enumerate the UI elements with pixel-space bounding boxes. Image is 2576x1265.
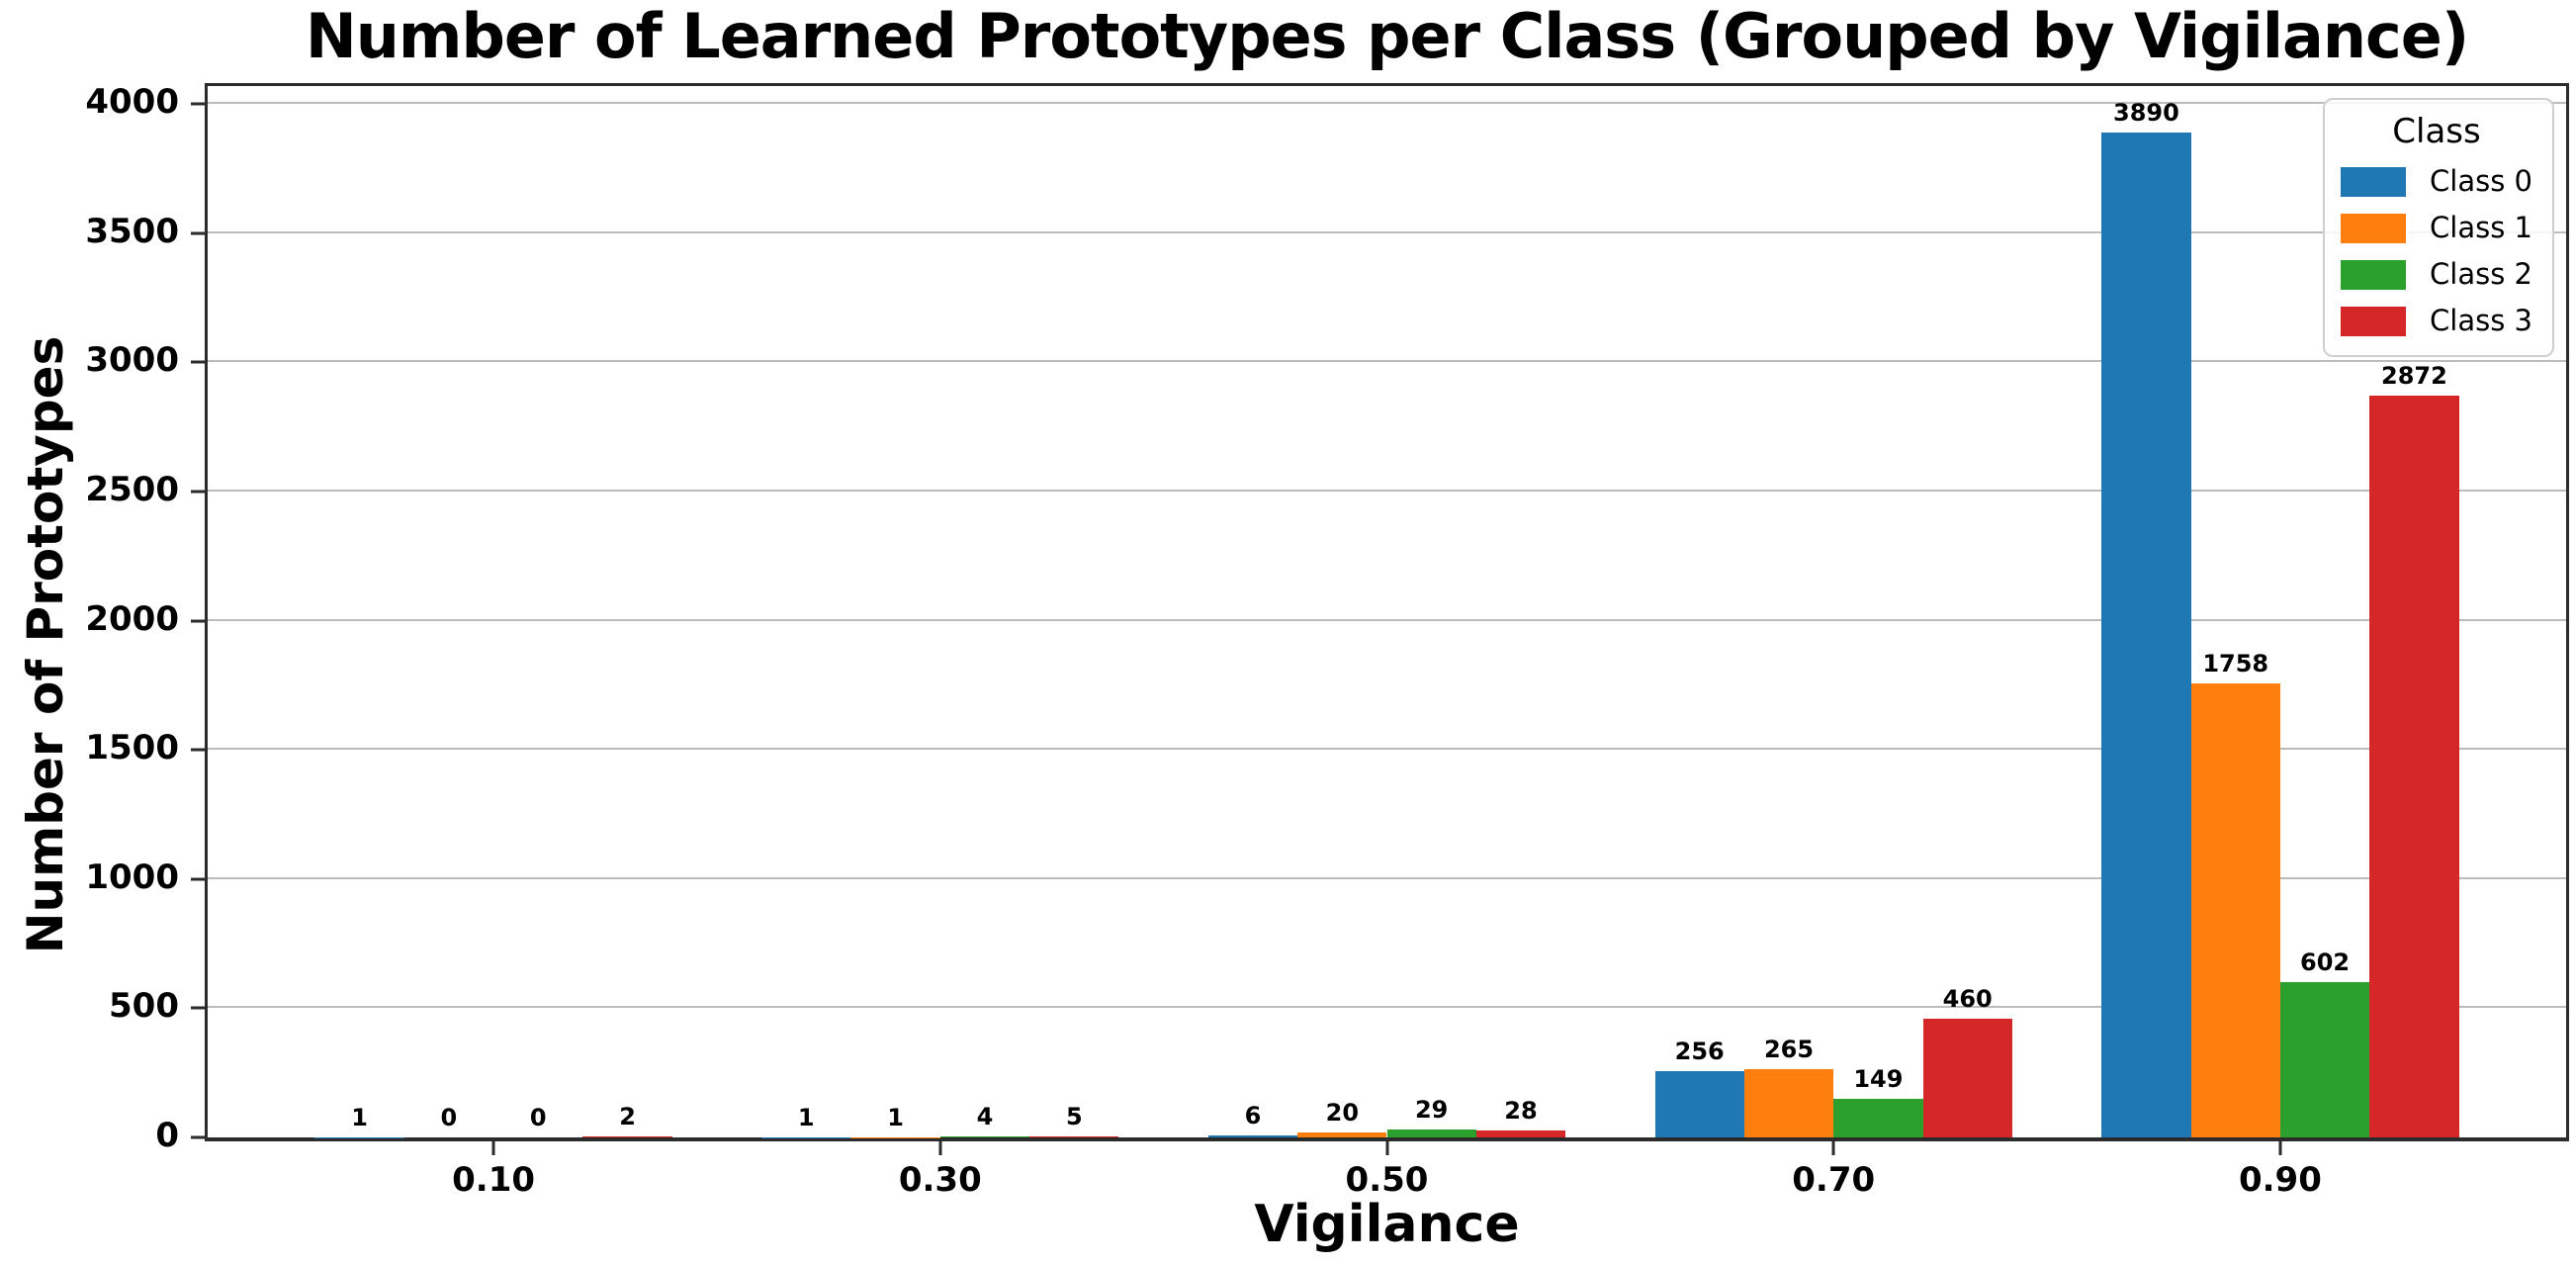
bar-label-class-2-0-10: 0	[529, 1104, 547, 1131]
gridline-2500	[208, 490, 2566, 493]
y-axis-ticks: 0 500 1000 1500 2000 2500 3000 3500 4000	[0, 82, 205, 1152]
x-tick-label-0-50: 0.50	[1345, 1160, 1429, 1200]
x-tick-label-0-70: 0.70	[1792, 1160, 1876, 1200]
y-tick-2500	[191, 490, 205, 494]
x-tick-label-0-30: 0.30	[898, 1160, 982, 1200]
x-tick-label-0-90: 0.90	[2238, 1160, 2322, 1200]
bar-label-class-2-0-30: 4	[976, 1102, 994, 1130]
x-axis-label: Vigilance	[1254, 1195, 1520, 1254]
y-tick-4000	[191, 102, 205, 106]
bar-label-class-0-0-70: 256	[1674, 1038, 1725, 1066]
bar-class-1-0-50	[1297, 1131, 1387, 1137]
bar-label-class-3-0-30: 5	[1065, 1102, 1083, 1130]
y-tick-label-1500: 1500	[85, 728, 179, 768]
gridline-3000	[208, 360, 2566, 363]
gridline-1000	[208, 876, 2566, 879]
legend-item-label-class-2: Class 2	[2430, 256, 2532, 291]
bar-label-class-0-0-10: 1	[351, 1103, 368, 1131]
legend-item-label-class-1: Class 1	[2430, 210, 2532, 244]
bar-label-class-0-0-90: 3890	[2112, 99, 2179, 128]
legend-items: Class 0 Class 1 Class 2 Class 3	[2341, 164, 2532, 337]
bar-label-class-3-0-70: 460	[1942, 984, 1993, 1013]
bar-label-class-3-0-50: 28	[1504, 1096, 1538, 1125]
legend-swatch-class-0	[2341, 166, 2407, 197]
x-tick-0-30	[938, 1141, 942, 1155]
y-tick-1000	[191, 877, 205, 881]
bar-label-class-1-0-50: 20	[1325, 1098, 1360, 1127]
bar-label-class-1-0-10: 0	[440, 1104, 458, 1131]
bar-label-class-3-0-90: 2872	[2381, 361, 2447, 390]
y-tick-label-2000: 2000	[85, 598, 179, 639]
legend: Class Class 0 Class 1 Class 2 Class 3	[2323, 98, 2554, 357]
y-tick-3000	[191, 360, 205, 364]
legend-item-class-0: Class 0	[2341, 164, 2532, 198]
x-tick-0-50	[1385, 1141, 1388, 1155]
y-tick-1500	[191, 748, 205, 752]
legend-swatch-class-2	[2341, 259, 2407, 290]
bar-label-class-0-0-50: 6	[1244, 1102, 1262, 1130]
bar-class-3-0-70	[1922, 1018, 2012, 1137]
bar-class-0-0-70	[1654, 1071, 1744, 1137]
y-tick-label-500: 500	[109, 986, 179, 1027]
bar-class-3-0-90	[2369, 395, 2459, 1137]
y-tick-label-1000: 1000	[85, 857, 179, 897]
chart-title: Number of Learned Prototypes per Class (…	[305, 0, 2469, 72]
gridline-3500	[208, 230, 2566, 233]
y-tick-0	[191, 1135, 205, 1139]
gridline-1500	[208, 748, 2566, 751]
bar-class-2-0-70	[1833, 1099, 1923, 1137]
bar-label-class-2-0-70: 149	[1853, 1065, 1904, 1094]
x-tick-label-0-10: 0.10	[452, 1160, 536, 1200]
legend-title: Class	[2392, 112, 2481, 151]
bar-class-1-0-70	[1743, 1068, 1834, 1137]
gridline-4000	[208, 102, 2566, 105]
legend-swatch-class-3	[2341, 306, 2407, 336]
x-tick-0-90	[2278, 1141, 2282, 1155]
legend-item-class-2: Class 2	[2341, 256, 2532, 291]
legend-item-class-3: Class 3	[2341, 303, 2532, 337]
legend-swatch-class-1	[2341, 213, 2407, 243]
y-tick-label-3000: 3000	[85, 340, 179, 381]
y-tick-500	[191, 1006, 205, 1010]
gridline-500	[208, 1006, 2566, 1009]
legend-item-label-class-0: Class 0	[2430, 164, 2532, 198]
bar-class-0-0-50	[1207, 1135, 1298, 1137]
x-tick-0-10	[491, 1141, 495, 1155]
bar-class-3-0-50	[1475, 1129, 1566, 1137]
gridline-2000	[208, 618, 2566, 621]
bar-class-0-0-90	[2101, 133, 2191, 1137]
y-tick-label-4000: 4000	[85, 82, 179, 123]
bar-label-class-1-0-90: 1758	[2202, 649, 2269, 678]
legend-item-label-class-3: Class 3	[2430, 303, 2532, 337]
bar-class-1-0-90	[2190, 682, 2280, 1137]
plot-area: Class Class 0 Class 1 Class 2 Class 3 1 1 6 25…	[205, 83, 2569, 1141]
x-axis-ticks: 0.10 0.30 0.50 0.70 0.90	[208, 1141, 2566, 1211]
y-tick-3500	[191, 231, 205, 235]
bar-label-class-1-0-70: 265	[1763, 1035, 1815, 1063]
bar-label-class-1-0-30: 1	[887, 1103, 904, 1131]
bar-class-2-0-90	[2279, 981, 2370, 1137]
bar-class-3-0-30	[1029, 1135, 1119, 1137]
bar-label-class-2-0-50: 29	[1414, 1096, 1449, 1125]
bar-class-2-0-50	[1386, 1129, 1476, 1137]
y-tick-2000	[191, 619, 205, 623]
y-tick-label-0: 0	[155, 1115, 179, 1155]
y-tick-label-3500: 3500	[85, 211, 179, 251]
x-tick-0-70	[1831, 1141, 1835, 1155]
bar-label-class-2-0-90: 602	[2300, 948, 2351, 976]
y-tick-label-2500: 2500	[85, 470, 179, 510]
bar-class-2-0-30	[939, 1135, 1030, 1137]
bar-label-class-0-0-30: 1	[797, 1103, 815, 1131]
legend-item-class-1: Class 1	[2341, 210, 2532, 244]
bar-label-class-3-0-10: 2	[619, 1103, 636, 1131]
bar-class-3-0-10	[582, 1136, 672, 1137]
